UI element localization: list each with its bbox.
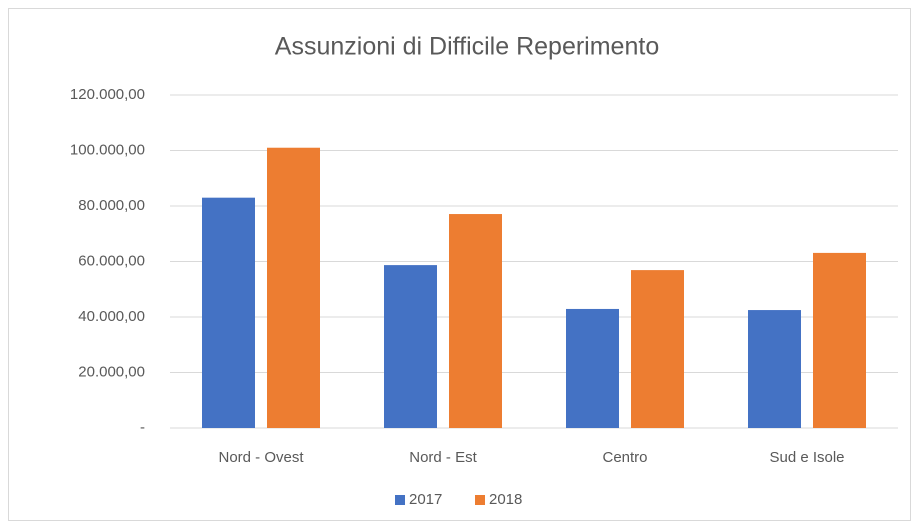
chart-title: Assunzioni di Difficile Reperimento [275, 33, 659, 61]
bar [384, 265, 437, 428]
legend-label: 2017 [409, 491, 442, 508]
bar [813, 252, 866, 428]
y-tick-label: 40.000,00 [78, 308, 145, 325]
x-tick-label: Sud e Isole [769, 449, 844, 466]
legend-swatch [395, 495, 405, 505]
bar [202, 197, 255, 428]
y-tick-label: - [140, 419, 145, 436]
bar [449, 214, 502, 428]
x-tick-label: Nord - Est [409, 449, 477, 466]
bar [566, 308, 619, 428]
bar [748, 310, 801, 428]
x-tick-label: Centro [602, 449, 647, 466]
y-tick-label: 120.000,00 [70, 86, 145, 103]
x-tick-label: Nord - Ovest [218, 449, 304, 466]
bar [267, 147, 320, 428]
legend-swatch [475, 495, 485, 505]
y-tick-label: 80.000,00 [78, 197, 145, 214]
legend-label: 2018 [489, 491, 522, 508]
y-tick-label: 100.000,00 [70, 141, 145, 158]
y-tick-label: 60.000,00 [78, 252, 145, 269]
y-tick-label: 20.000,00 [78, 363, 145, 380]
bar [631, 270, 684, 428]
